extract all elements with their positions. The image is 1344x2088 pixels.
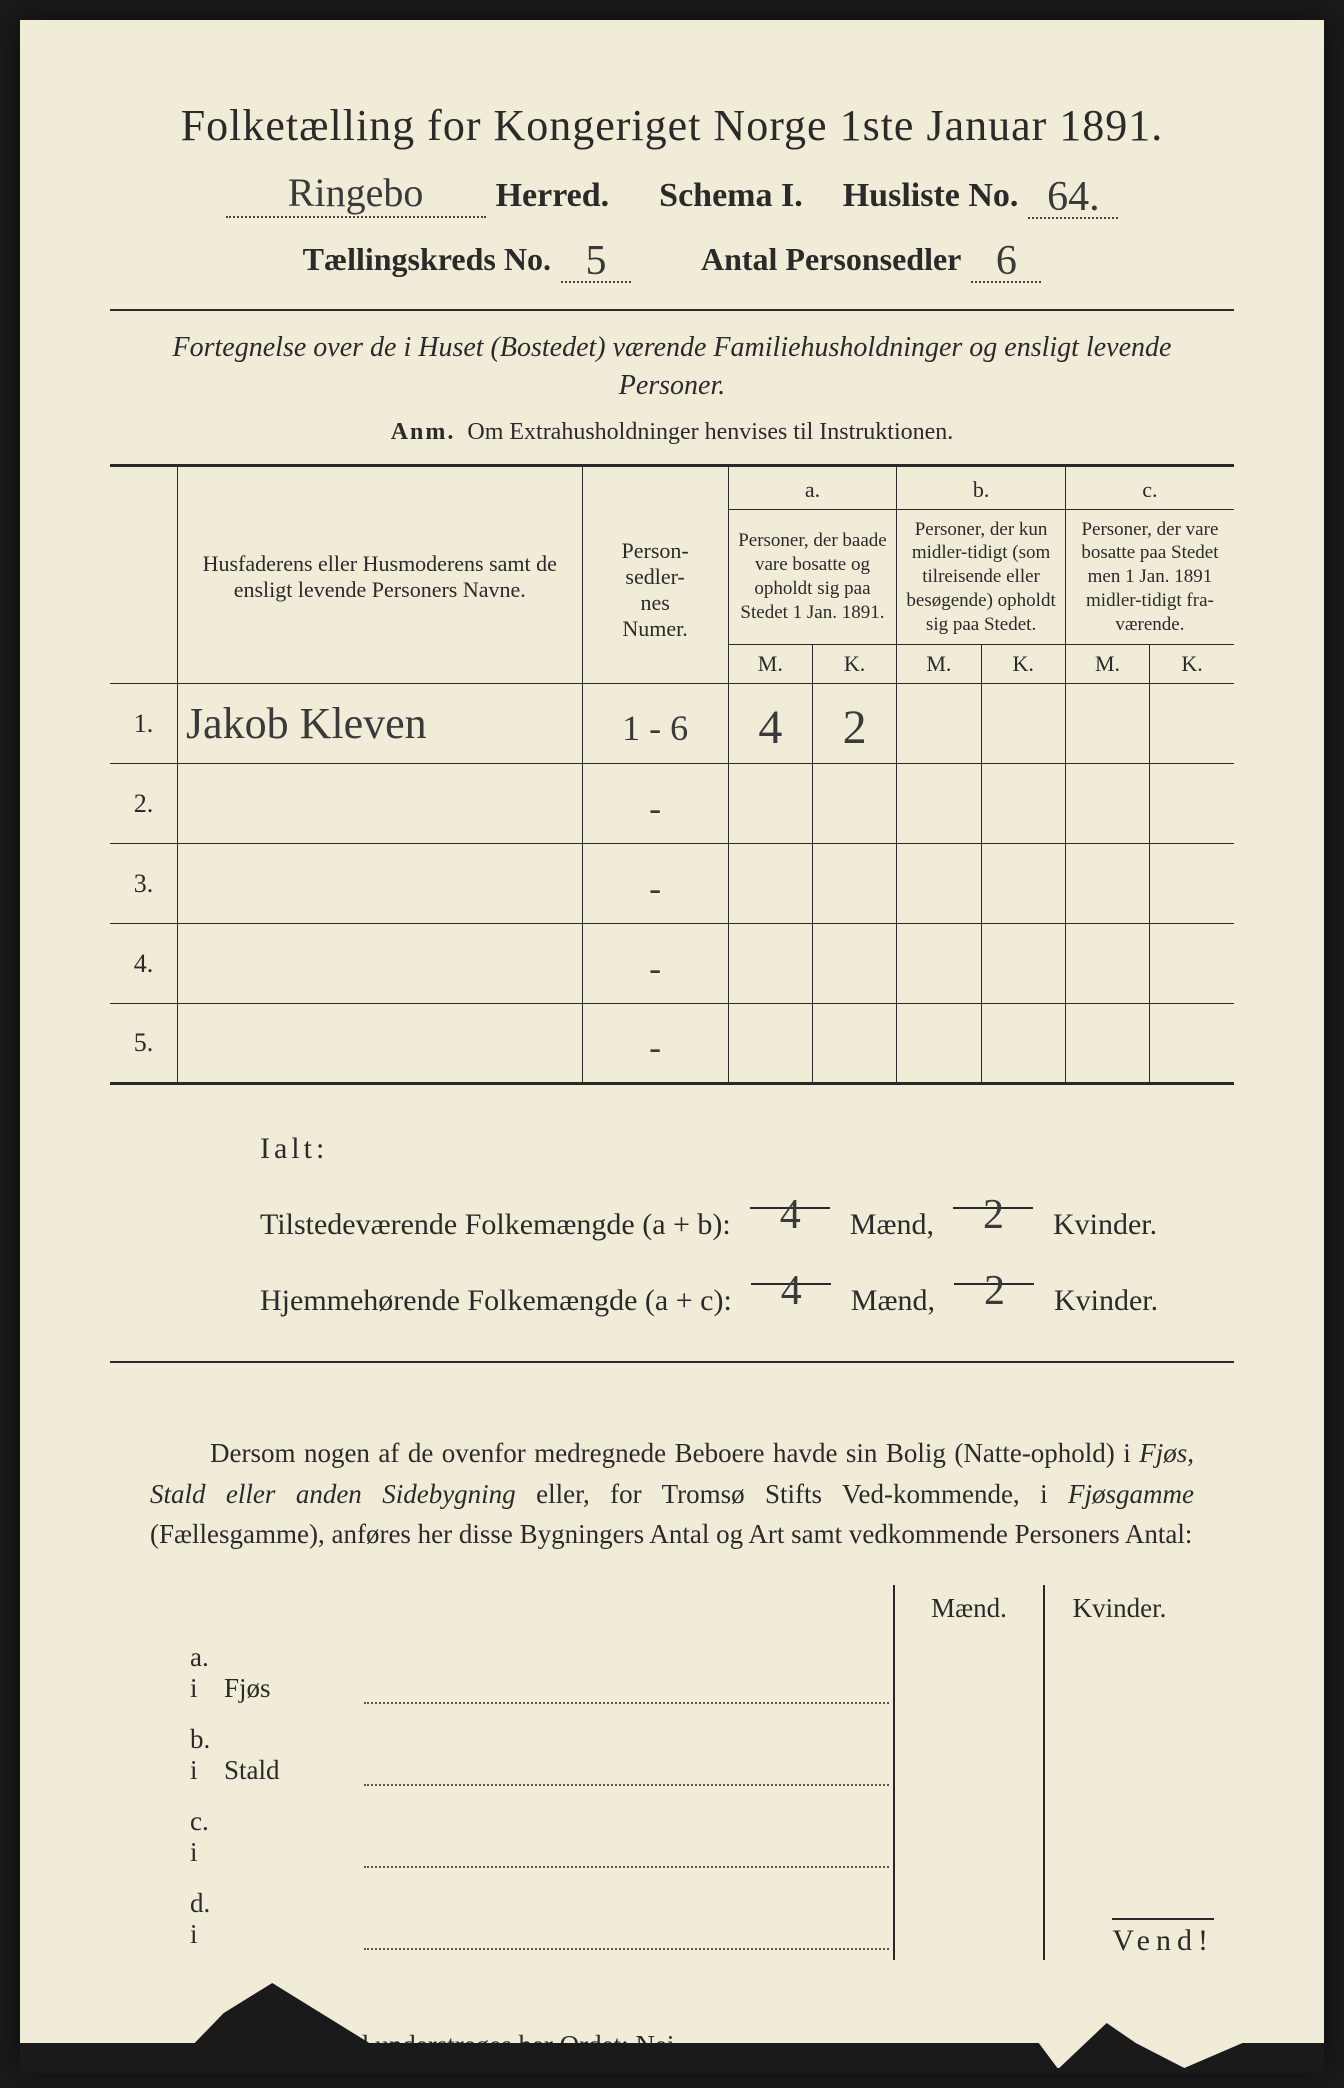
husliste-value: 64. xyxy=(1047,174,1100,220)
table-row: 5.- xyxy=(110,1004,1234,1084)
outbuilding-row: c. i xyxy=(150,1796,1194,1878)
anm-line: Anm. Om Extrahusholdninger henvises til … xyxy=(110,419,1234,446)
header-line-3: Tællingskreds No. 5 Antal Personsedler 6 xyxy=(110,233,1234,283)
outbuilding-row: b. iStald xyxy=(150,1714,1194,1796)
col-a-k: K. xyxy=(812,645,896,684)
kreds-label: Tællingskreds No. xyxy=(303,241,551,278)
col-numer-header: Person- sedler- nes Numer. xyxy=(582,465,728,684)
outbuilding-paragraph: Dersom nogen af de ovenfor medregnede Be… xyxy=(150,1433,1194,1555)
tilstede-k: 2 xyxy=(983,1192,1004,1238)
hjemme-label: Hjemmehørende Folkemængde (a + c): xyxy=(260,1284,732,1317)
kreds-value: 5 xyxy=(585,238,606,284)
kvinder-2: Kvinder. xyxy=(1054,1284,1158,1317)
col-c-label: c. xyxy=(1065,465,1234,509)
maend-1: Mænd, xyxy=(850,1208,934,1241)
table-row: 4.- xyxy=(110,924,1234,1004)
col-a-desc: Personer, der baade vare bosatte og opho… xyxy=(728,509,897,645)
herred-label: Herred. xyxy=(496,177,610,215)
page-title: Folketælling for Kongeriget Norge 1ste J… xyxy=(110,100,1234,151)
schema-label: Schema I. xyxy=(659,177,803,215)
tilstede-label: Tilstedeværende Folkemængde (a + b): xyxy=(260,1208,731,1241)
totals-block: Ialt: Tilstedeværende Folkemængde (a + b… xyxy=(260,1119,1234,1331)
modsat-nei: Nei. xyxy=(635,2030,681,2060)
sedler-value: 6 xyxy=(996,238,1017,284)
sedler-label: Antal Personsedler xyxy=(701,241,961,278)
modsat-line: I modsat Fald understreges her Ordet: Ne… xyxy=(220,2030,1234,2061)
table-row: 2.- xyxy=(110,764,1234,844)
tilstede-m: 4 xyxy=(780,1192,801,1238)
col-b-desc: Personer, der kun midler-tidigt (som til… xyxy=(897,509,1066,645)
outbuilding-row: d. i xyxy=(150,1878,1194,1960)
kvinder-1: Kvinder. xyxy=(1053,1208,1157,1241)
ialt-label: Ialt: xyxy=(260,1132,328,1165)
husliste-label: Husliste No. xyxy=(843,177,1019,215)
divider xyxy=(110,309,1234,311)
col-b-k: K. xyxy=(981,645,1065,684)
col-a-label: a. xyxy=(728,465,897,509)
col-b-m: M. xyxy=(897,645,981,684)
outbuilding-table: Mænd. Kvinder. a. iFjøsb. iStaldc. id. i xyxy=(150,1585,1194,1960)
subtitle: Fortegnelse over de i Huset (Bostedet) v… xyxy=(170,329,1174,405)
anm-text: Om Extrahusholdninger henvises til Instr… xyxy=(467,419,953,445)
side-kvinder: Kvinder. xyxy=(1044,1585,1194,1632)
table-row: 3.- xyxy=(110,844,1234,924)
anm-label: Anm. xyxy=(391,419,456,445)
col-names-header: Husfaderens eller Husmoderens samt de en… xyxy=(177,465,582,684)
table-row: 1.Jakob Kleven1 - 642 xyxy=(110,684,1234,764)
hjemme-k: 2 xyxy=(984,1268,1005,1314)
col-c-desc: Personer, der vare bosatte paa Stedet me… xyxy=(1065,509,1234,645)
maend-2: Mænd, xyxy=(851,1284,935,1317)
col-c-m: M. xyxy=(1065,645,1149,684)
herred-value: Ringebo xyxy=(288,170,424,215)
outbuilding-row: a. iFjøs xyxy=(150,1632,1194,1714)
header-line-2: Ringebo Herred. Schema I. Husliste No. 6… xyxy=(110,169,1234,219)
census-form-page: Folketælling for Kongeriget Norge 1ste J… xyxy=(20,20,1324,2068)
household-table: Husfaderens eller Husmoderens samt de en… xyxy=(110,464,1234,1086)
modsat-text: I modsat Fald understreges her Ordet: xyxy=(220,2030,629,2060)
col-a-m: M. xyxy=(728,645,812,684)
side-maend: Mænd. xyxy=(894,1585,1044,1632)
col-b-label: b. xyxy=(897,465,1066,509)
hjemme-m: 4 xyxy=(781,1268,802,1314)
vend-label: Vend! xyxy=(1112,1918,1214,1958)
divider-2 xyxy=(110,1361,1234,1363)
col-c-k: K. xyxy=(1150,645,1234,684)
